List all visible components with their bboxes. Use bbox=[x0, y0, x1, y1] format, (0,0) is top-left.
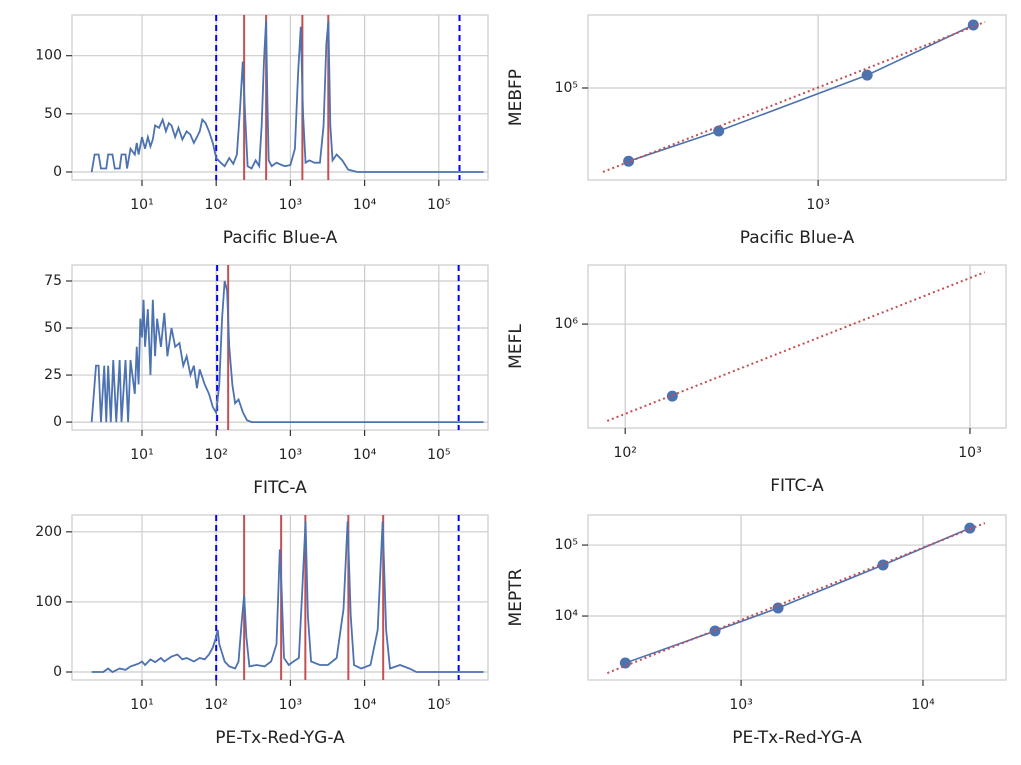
data-point bbox=[772, 602, 784, 614]
x-axis-label: PE-Tx-Red-YG-A bbox=[732, 728, 862, 748]
fit-line bbox=[625, 527, 971, 664]
x-axis-label: Pacific Blue-A bbox=[223, 228, 338, 248]
plot-area bbox=[71, 514, 489, 681]
y-tick-label: 0 bbox=[53, 664, 62, 680]
y-tick-label: 100 bbox=[35, 594, 62, 610]
x-tick-label: 10³ bbox=[729, 697, 752, 713]
data-point bbox=[877, 559, 889, 571]
data-point bbox=[623, 155, 635, 167]
x-tick-label: 10¹ bbox=[130, 697, 153, 713]
x-tick-label: 10³ bbox=[279, 197, 302, 213]
subplot: 10¹ 10² 10³ 10⁴ 10⁵ 0 100 200 PE-Tx-Red-YG-A bbox=[35, 514, 489, 748]
plot-area bbox=[71, 264, 489, 431]
plot-area bbox=[71, 14, 489, 181]
plot-area bbox=[587, 14, 1007, 181]
y-tick-label: 10⁶ bbox=[555, 316, 579, 332]
x-tick-label: 10⁴ bbox=[911, 697, 935, 713]
reference-fit bbox=[602, 21, 986, 173]
data-point bbox=[861, 69, 873, 81]
x-tick-label: 10⁴ bbox=[353, 197, 377, 213]
y-tick-label: 10⁴ bbox=[555, 608, 579, 624]
y-tick-label: 10⁵ bbox=[555, 80, 578, 96]
subplot: 10² 10³ 10⁶ FITC-A MEFL bbox=[506, 264, 1007, 496]
y-tick-label: 75 bbox=[44, 273, 62, 289]
y-tick-label: 200 bbox=[35, 524, 62, 540]
y-tick-label: 0 bbox=[53, 414, 62, 430]
y-tick-label: 50 bbox=[44, 106, 62, 122]
x-tick-label: 10⁴ bbox=[353, 697, 377, 713]
reference-fit bbox=[606, 271, 986, 422]
subplot: 10¹ 10² 10³ 10⁴ 10⁵ 0 25 50 75 FITC-A bbox=[44, 264, 489, 498]
plot-area bbox=[587, 514, 1007, 681]
x-tick-label: 10³ bbox=[806, 197, 829, 213]
x-tick-label: 10⁵ bbox=[427, 697, 450, 713]
data-point bbox=[666, 390, 678, 402]
subplot: 10¹ 10² 10³ 10⁴ 10⁵ 0 50 100 Pacific Blue-A bbox=[35, 14, 489, 248]
data-point bbox=[967, 19, 979, 31]
x-axis-label: FITC-A bbox=[253, 478, 307, 498]
y-tick-label: 50 bbox=[44, 320, 62, 336]
x-tick-label: 10¹ bbox=[130, 447, 153, 463]
y-tick-label: 100 bbox=[35, 48, 62, 64]
x-tick-label: 10¹ bbox=[130, 197, 153, 213]
y-axis-label: MEPTR bbox=[506, 568, 526, 626]
x-axis-label: Pacific Blue-A bbox=[740, 228, 855, 248]
histogram-line bbox=[90, 20, 484, 173]
x-tick-label: 10³ bbox=[279, 697, 302, 713]
histogram-line bbox=[90, 280, 484, 423]
y-tick-label: 0 bbox=[53, 164, 62, 180]
x-tick-label: 10⁴ bbox=[353, 447, 377, 463]
x-tick-label: 10² bbox=[204, 447, 227, 463]
fit-line bbox=[628, 24, 974, 163]
y-tick-label: 10⁵ bbox=[555, 537, 578, 553]
y-axis-label: MEBFP bbox=[506, 69, 526, 126]
x-tick-label: 10² bbox=[204, 697, 227, 713]
x-tick-label: 10⁵ bbox=[427, 197, 450, 213]
x-axis-label: PE-Tx-Red-YG-A bbox=[215, 728, 345, 748]
subplot: 10³ 10⁵ Pacific Blue-A MEBFP bbox=[506, 14, 1007, 248]
x-tick-label: 10³ bbox=[279, 447, 302, 463]
subplot: 10³ 10⁴ 10⁴ 10⁵ PE-Tx-Red-YG-A MEPTR bbox=[506, 514, 1007, 748]
y-tick-label: 25 bbox=[44, 367, 62, 383]
x-axis-label: FITC-A bbox=[770, 476, 824, 496]
plot-area bbox=[587, 264, 1007, 429]
x-tick-label: 10² bbox=[204, 197, 227, 213]
x-tick-label: 10² bbox=[613, 445, 636, 461]
y-axis-label: MEFL bbox=[506, 324, 526, 369]
histogram-line bbox=[91, 521, 484, 674]
x-tick-label: 10⁵ bbox=[427, 447, 450, 463]
x-tick-label: 10³ bbox=[958, 445, 981, 461]
